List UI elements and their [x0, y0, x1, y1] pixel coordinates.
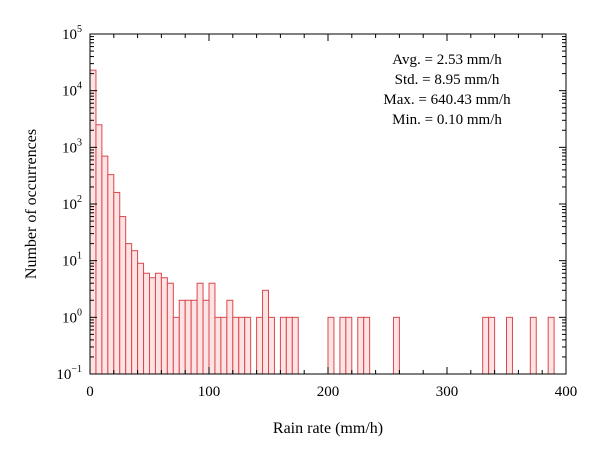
histogram-bar [113, 191, 121, 375]
stat-avg: Avg. = 2.53 mm/h [392, 52, 502, 68]
histogram-bar [208, 282, 216, 375]
stat-max: Max. = 640.43 mm/h [383, 92, 511, 108]
histogram-bar [137, 262, 145, 375]
y-axis-title: Number of occurrences [23, 129, 40, 279]
histogram-bar [184, 299, 192, 375]
histogram-bar [131, 250, 139, 375]
histogram-bar [125, 243, 133, 375]
histogram-bar [357, 316, 365, 375]
y-tick-label: 104 [62, 81, 82, 100]
tick-labels-layer: 0 100 200 300 400 10−1 100 101 102 103 104 105 [56, 24, 577, 400]
histogram-bar [89, 69, 97, 375]
histogram-bar [166, 282, 174, 375]
histogram-bar [154, 272, 162, 375]
y-tick-label: 103 [62, 137, 82, 156]
histogram-bar [232, 316, 240, 375]
histogram-bar [345, 316, 353, 375]
histogram-bar [202, 299, 210, 375]
histogram-bar [529, 316, 537, 375]
histogram-bar [482, 316, 490, 375]
histogram-bar [279, 316, 287, 375]
y-tick-label: 100 [62, 307, 82, 326]
histogram-bar [363, 316, 371, 375]
x-tick-label: 300 [436, 384, 459, 400]
histogram-bar [101, 155, 109, 375]
histogram-bar [107, 174, 115, 375]
ticks-layer [89, 33, 567, 375]
stat-std: Std. = 8.95 mm/h [395, 72, 500, 88]
x-tick-label: 400 [555, 384, 578, 400]
y-tick-label: 105 [62, 24, 82, 43]
histogram-bar [160, 277, 168, 375]
histogram-bar [119, 216, 127, 375]
bars-layer [89, 69, 555, 375]
histogram-bar [238, 316, 246, 375]
histogram-bar [339, 316, 347, 375]
histogram-bar [327, 316, 335, 375]
histogram-bar [226, 299, 234, 375]
histogram-bar [178, 299, 186, 375]
histogram-bar [196, 282, 204, 375]
y-tick-label: 101 [62, 251, 82, 270]
histogram-bar [256, 316, 264, 375]
y-tick-label: 102 [62, 194, 82, 213]
x-axis-title: Rain rate (mm/h) [273, 420, 383, 437]
histogram-bar [149, 277, 156, 375]
histogram-bar [285, 316, 293, 375]
histogram-bar [244, 316, 252, 375]
x-tick-label: 0 [86, 384, 94, 400]
histogram-bar [262, 289, 269, 375]
histogram-bar [220, 316, 228, 375]
histogram-bar [547, 316, 555, 375]
histogram-bar [268, 316, 275, 375]
histogram-bar [392, 316, 400, 375]
stat-min: Min. = 0.10 mm/h [392, 112, 502, 128]
histogram-bar [143, 272, 151, 375]
histogram-bar [506, 316, 513, 375]
stats-annotation: Avg. = 2.53 mm/h Std. = 8.95 mm/h Max. =… [383, 52, 511, 128]
y-tick-label: 10−1 [56, 364, 82, 383]
histogram-bar [95, 124, 103, 375]
histogram-bar [291, 316, 299, 375]
x-tick-label: 200 [317, 384, 340, 400]
histogram-bar [214, 316, 222, 375]
histogram-bar [190, 299, 198, 375]
histogram-bar [172, 316, 180, 375]
histogram-bar [488, 316, 496, 375]
x-tick-label: 100 [198, 384, 221, 400]
